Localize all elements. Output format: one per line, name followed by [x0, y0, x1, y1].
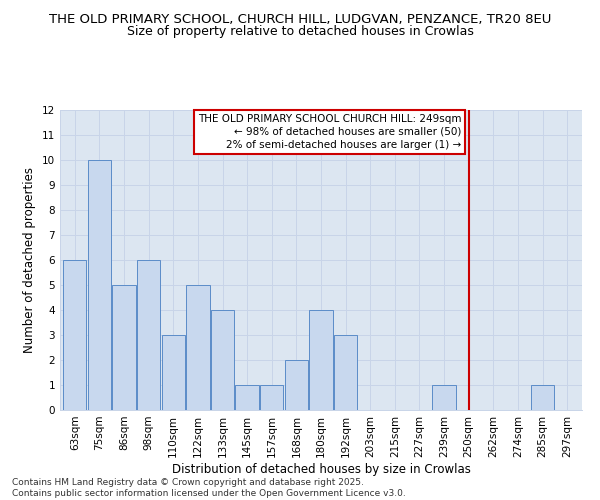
Bar	[211, 310, 234, 410]
Bar	[310, 310, 332, 410]
Bar	[88, 160, 111, 410]
Bar	[334, 335, 358, 410]
Bar	[260, 385, 283, 410]
X-axis label: Distribution of detached houses by size in Crowlas: Distribution of detached houses by size …	[172, 462, 470, 475]
Bar	[235, 385, 259, 410]
Bar	[186, 285, 209, 410]
Bar	[531, 385, 554, 410]
Bar	[112, 285, 136, 410]
Y-axis label: Number of detached properties: Number of detached properties	[23, 167, 37, 353]
Bar	[161, 335, 185, 410]
Text: Contains HM Land Registry data © Crown copyright and database right 2025.
Contai: Contains HM Land Registry data © Crown c…	[12, 478, 406, 498]
Bar	[137, 260, 160, 410]
Bar	[284, 360, 308, 410]
Text: THE OLD PRIMARY SCHOOL CHURCH HILL: 249sqm
← 98% of detached houses are smaller : THE OLD PRIMARY SCHOOL CHURCH HILL: 249s…	[198, 114, 461, 150]
Text: Size of property relative to detached houses in Crowlas: Size of property relative to detached ho…	[127, 25, 473, 38]
Bar	[433, 385, 456, 410]
Bar	[63, 260, 86, 410]
Text: THE OLD PRIMARY SCHOOL, CHURCH HILL, LUDGVAN, PENZANCE, TR20 8EU: THE OLD PRIMARY SCHOOL, CHURCH HILL, LUD…	[49, 12, 551, 26]
